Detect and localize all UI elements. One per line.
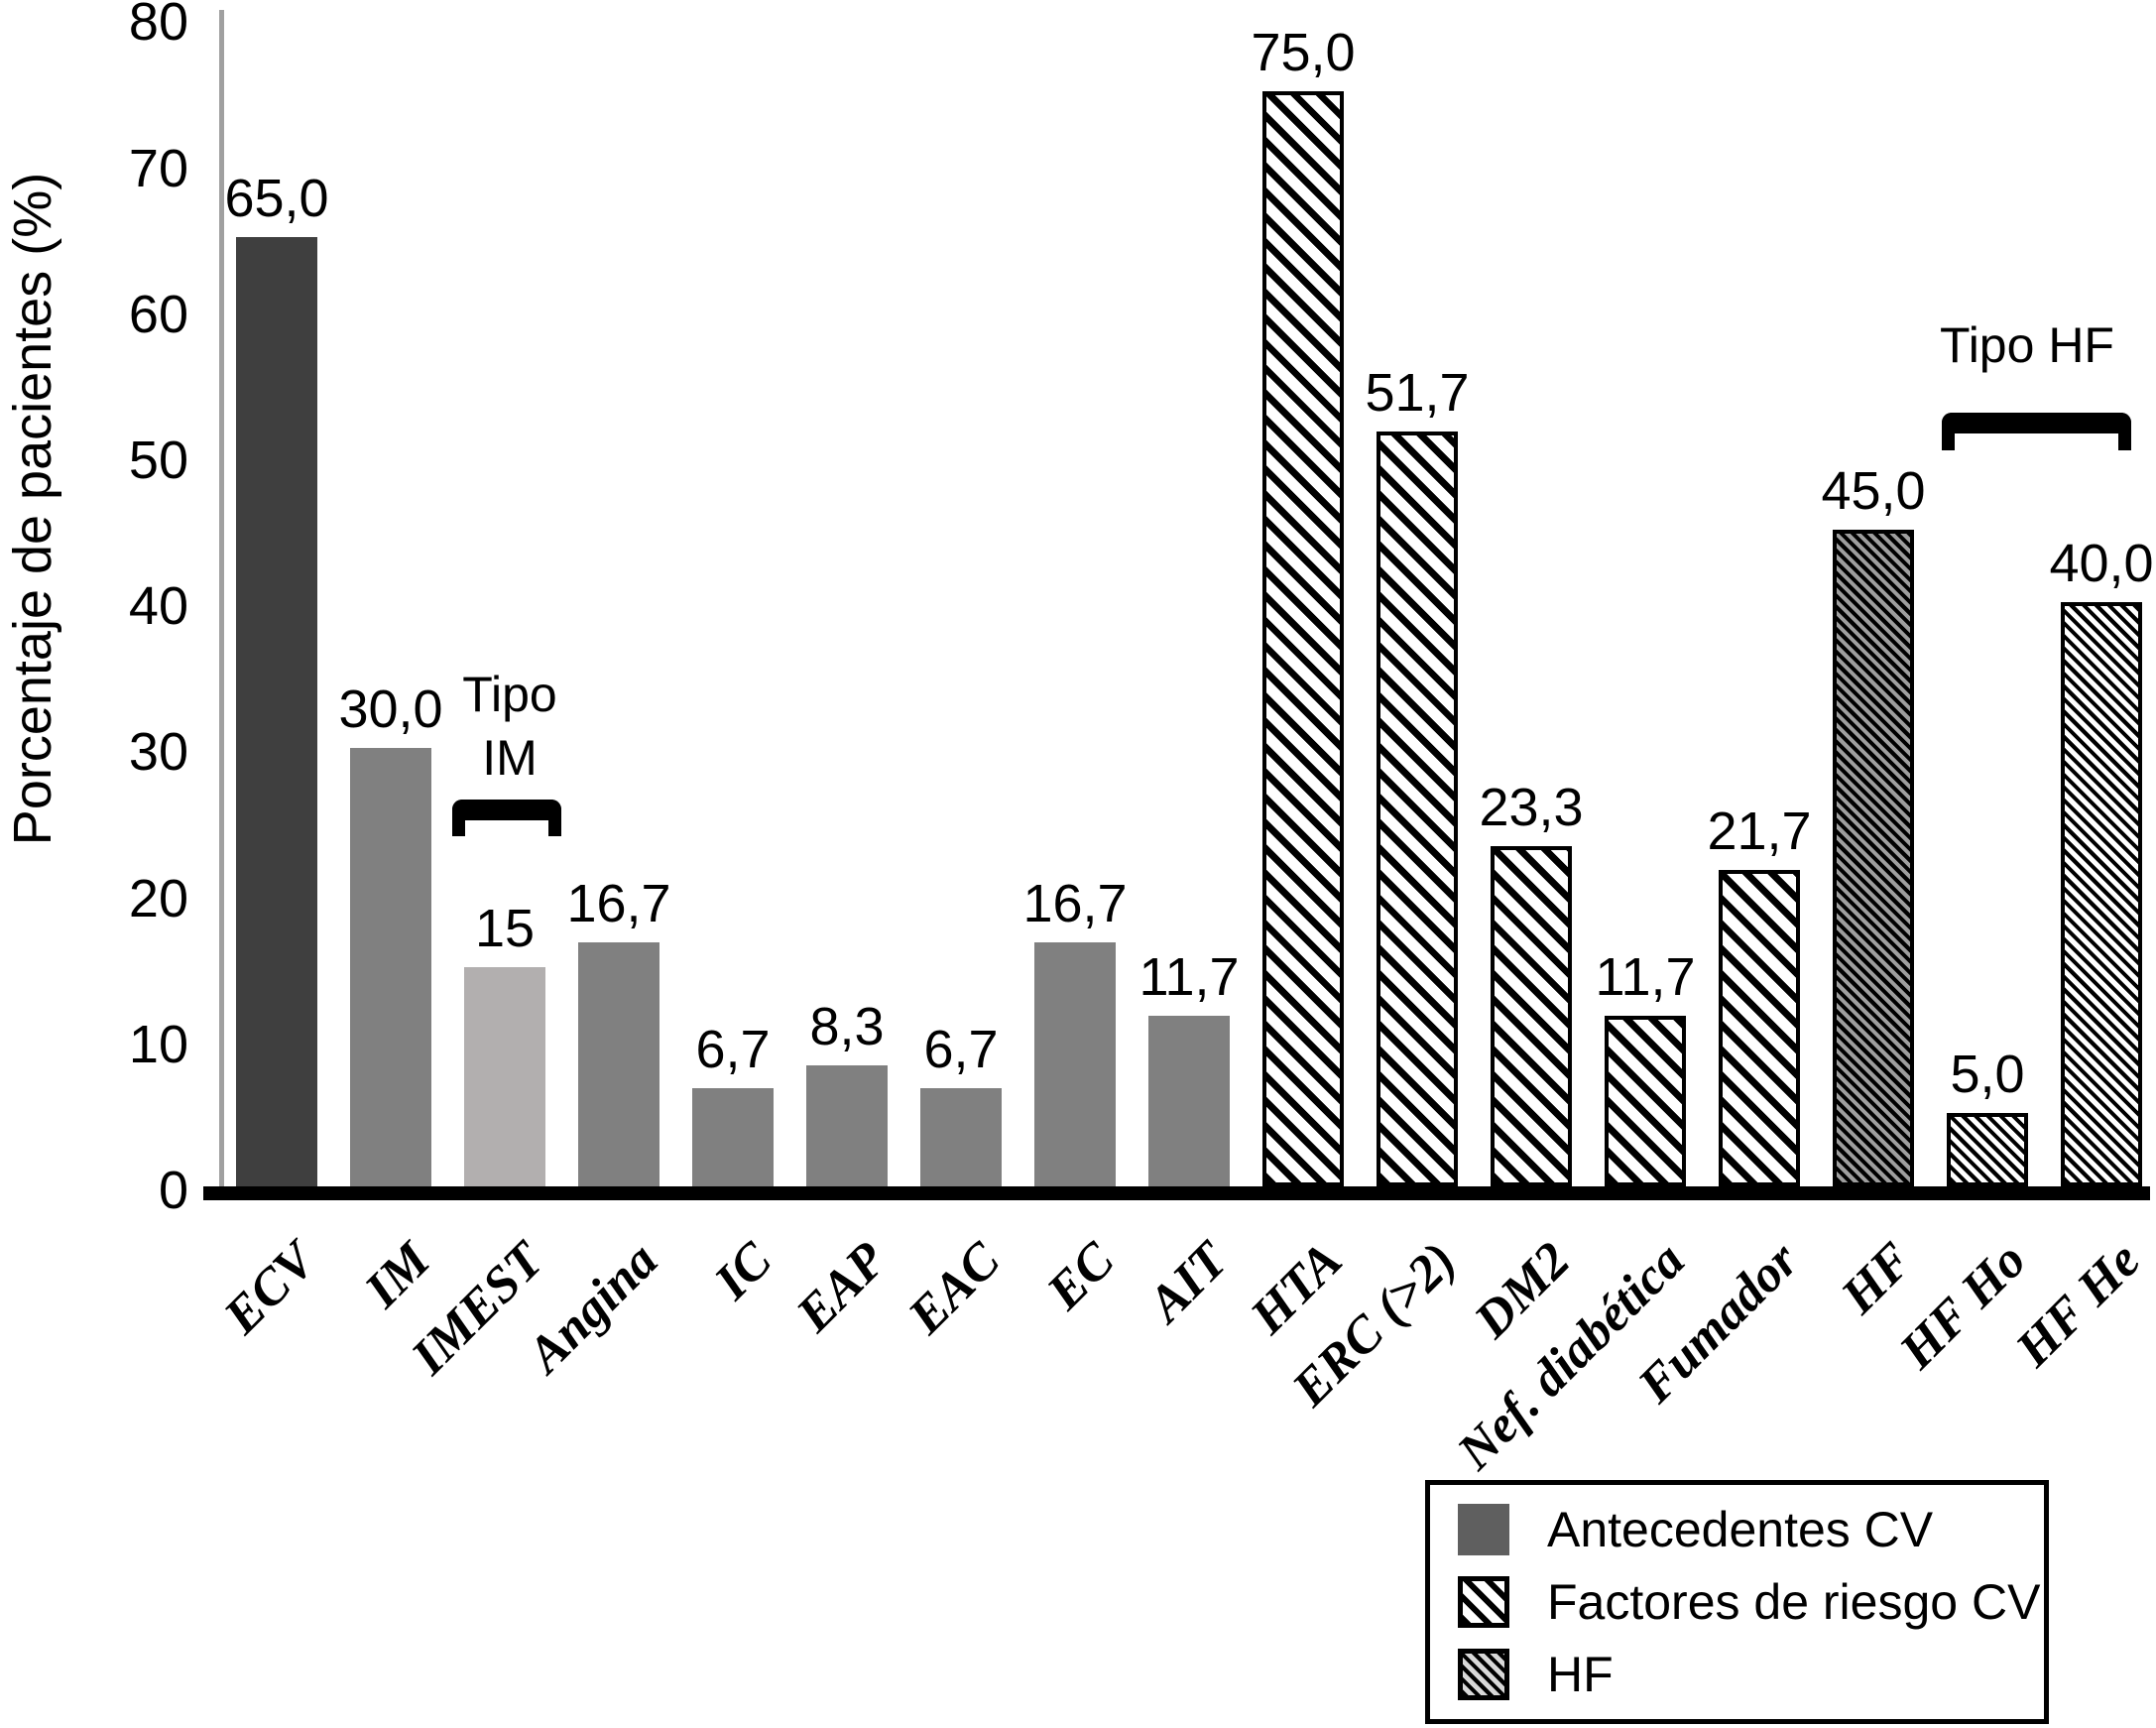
value-label-IC: 6,7 xyxy=(695,1020,771,1079)
x-label-Angina: Angina xyxy=(517,1231,669,1384)
value-label-EAC: 6,7 xyxy=(923,1020,999,1079)
y-tick-20: 20 xyxy=(128,868,188,928)
bar-Angina xyxy=(578,942,659,1186)
annotation-label-tipo-im: Tipo IM xyxy=(462,667,557,786)
bar-HF He xyxy=(2061,602,2142,1186)
x-label-ECV: ECV xyxy=(213,1231,327,1345)
y-tick-0: 0 xyxy=(158,1161,188,1220)
x-label-HF: HF xyxy=(1830,1231,1924,1325)
bar-EC xyxy=(1034,942,1116,1186)
bar-EAC xyxy=(920,1088,1002,1186)
value-label-EAP: 8,3 xyxy=(809,997,885,1056)
legend-item-hf: HF xyxy=(1458,1647,2044,1702)
legend-item-antecedentes: Antecedentes CV xyxy=(1458,1502,2044,1557)
legend-swatch-solid xyxy=(1458,1504,1509,1555)
value-label-HTA: 75,0 xyxy=(1251,23,1356,82)
y-tick-30: 30 xyxy=(128,722,188,783)
value-label-ERC (>2): 51,7 xyxy=(1365,363,1470,423)
bar-ECV xyxy=(236,237,317,1186)
y-tick-40: 40 xyxy=(128,576,188,637)
value-label-AIT: 11,7 xyxy=(1138,947,1240,1007)
legend-label: Antecedentes CV xyxy=(1547,1502,1934,1557)
annotation-bracket-tipo-im xyxy=(452,800,561,836)
legend-swatch-wide-stripes xyxy=(1458,1576,1509,1628)
value-label-HF Ho: 5,0 xyxy=(1950,1045,2025,1104)
legend-label: Factores de riesgo CV xyxy=(1547,1574,2041,1630)
value-label-HF He: 40,0 xyxy=(2049,534,2154,593)
x-label-HF Ho: HF Ho xyxy=(1889,1231,2038,1380)
bar-AIT xyxy=(1148,1016,1230,1186)
value-label-DM2: 23,3 xyxy=(1479,778,1584,837)
legend-item-factores: Factores de riesgo CV xyxy=(1458,1574,2044,1630)
x-axis-baseline xyxy=(203,1186,2150,1200)
annotation-bracket-tipo-hf xyxy=(1942,413,2131,450)
bar-HTA xyxy=(1262,91,1344,1186)
y-tick-50: 50 xyxy=(128,431,188,490)
value-label-HF: 45,0 xyxy=(1821,461,1926,521)
value-label-IM: 30,0 xyxy=(338,679,443,739)
x-label-EAP: EAP xyxy=(785,1231,898,1343)
legend-swatch-fine-stripes xyxy=(1458,1649,1509,1700)
y-tick-10: 10 xyxy=(128,1014,188,1074)
y-tick-60: 60 xyxy=(128,284,188,344)
bar-Nef. diabética xyxy=(1605,1016,1686,1186)
bar-Fumador xyxy=(1719,870,1800,1186)
value-label-Nef. diabética: 11,7 xyxy=(1595,947,1696,1007)
annotation-label-tipo-hf: Tipo HF xyxy=(1940,317,2114,373)
x-label-IC: IC xyxy=(704,1231,783,1311)
y-tick-70: 70 xyxy=(128,138,188,198)
value-label-Angina: 16,7 xyxy=(566,874,671,933)
value-label-Fumador: 21,7 xyxy=(1707,802,1812,861)
x-label-HF He: HF He xyxy=(2005,1231,2152,1378)
value-label-IMEST: 15 xyxy=(474,899,536,958)
bar-HF xyxy=(1833,530,1914,1186)
bar-HF Ho xyxy=(1947,1113,2028,1186)
x-label-EC: EC xyxy=(1035,1231,1126,1321)
bar-DM2 xyxy=(1491,846,1572,1186)
x-label-AIT: AIT xyxy=(1138,1231,1240,1333)
bar-ERC (>2) xyxy=(1377,432,1458,1186)
legend: Antecedentes CV Factores de riesgo CV HF xyxy=(1425,1480,2049,1724)
value-label-EC: 16,7 xyxy=(1022,874,1128,933)
x-label-EAC: EAC xyxy=(898,1231,1012,1345)
bar-IMEST xyxy=(464,967,545,1186)
y-axis-line xyxy=(219,10,224,1186)
bar-EAP xyxy=(806,1065,888,1186)
x-label-IM: IM xyxy=(353,1231,441,1319)
bar-IC xyxy=(692,1088,774,1186)
value-label-ECV: 65,0 xyxy=(224,169,329,228)
bar-IM xyxy=(350,748,431,1186)
y-tick-80: 80 xyxy=(128,0,188,53)
legend-label: HF xyxy=(1547,1647,1614,1702)
